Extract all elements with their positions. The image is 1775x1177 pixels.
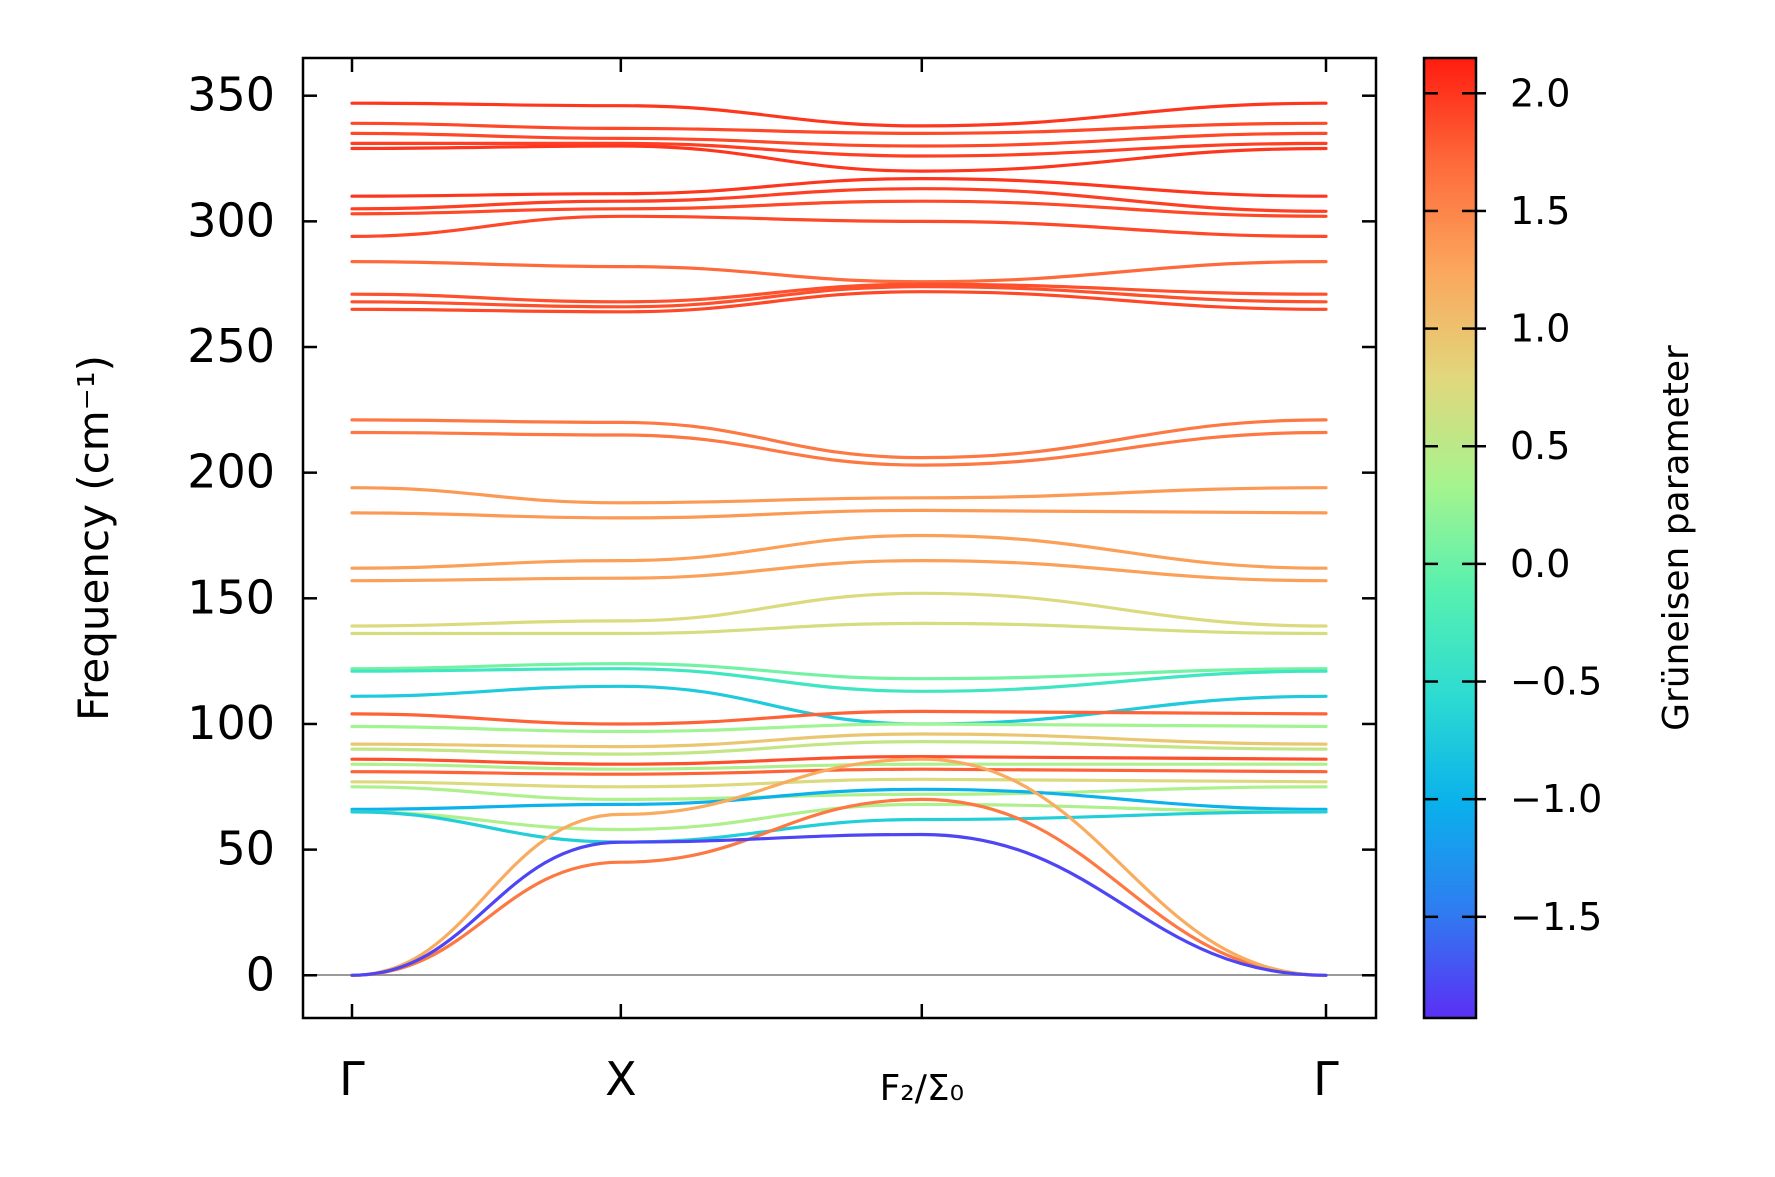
x-tick-label: X: [605, 1052, 637, 1106]
phonon-branch-12: [350, 285, 1328, 309]
y-tick-label: 100: [187, 696, 275, 750]
phonon-branch-38: [350, 757, 1328, 977]
colorbar-gradient: [1422, 56, 1478, 1020]
phonon-branch-31: [350, 767, 1328, 776]
phonon-branch-16: [350, 486, 1328, 505]
y-axis-label: Frequency (cm⁻¹): [69, 355, 118, 721]
phonon-branch-18: [350, 533, 1328, 570]
phonon-branch-3: [350, 131, 1328, 148]
phonon-branch-4: [350, 141, 1328, 158]
phonon-branch-36: [350, 810, 1328, 844]
x-axis: Γ X F₂/Σ₀ Γ: [339, 58, 1339, 1109]
y-tick-label: 0: [246, 947, 275, 1001]
colorbar-tick-label: 0.5: [1510, 424, 1570, 468]
y-tick-label: 50: [216, 822, 275, 876]
phonon-branch-8: [350, 199, 1328, 218]
colorbar-tick-label: 0.0: [1510, 542, 1570, 586]
phonon-branch-5: [350, 144, 1328, 173]
phonon-branch-23: [350, 667, 1328, 693]
phonon-bands: [350, 101, 1328, 977]
y-axis: 0 50 100 150 200 250 300 350: [187, 68, 1376, 1001]
colorbar: −1.5 −1.0 −0.5 0.0 0.5 1.0 1.5 2.0 Grüneisen pa…: [1422, 56, 1697, 1020]
colorbar-tick-label: 1.5: [1510, 189, 1570, 233]
phonon-branch-11: [350, 282, 1328, 304]
phonon-branch-19: [350, 558, 1328, 583]
colorbar-tick-label: −1.5: [1510, 895, 1602, 939]
phonon-branch-9: [350, 214, 1328, 238]
phonon-branch-32: [350, 777, 1328, 789]
phonon-branch-2: [350, 121, 1328, 136]
phonon-branch-7: [350, 187, 1328, 213]
phonon-branch-14: [350, 418, 1328, 460]
colorbar-tick-label: 2.0: [1510, 71, 1570, 115]
phonon-branch-10: [350, 260, 1328, 284]
y-tick-label: 300: [187, 193, 275, 247]
x-tick-label: Γ: [1313, 1052, 1339, 1106]
colorbar-tick-label: −1.0: [1510, 777, 1602, 821]
phonon-branch-28: [350, 739, 1328, 756]
colorbar-ticks: −1.5 −1.0 −0.5 0.0 0.5 1.0 1.5 2.0: [1424, 71, 1602, 939]
phonon-branch-25: [350, 709, 1328, 726]
colorbar-tick-label: −0.5: [1510, 660, 1602, 704]
phonon-branch-27: [350, 732, 1328, 749]
phonon-branch-39: [350, 832, 1328, 977]
x-tick-label: Γ: [339, 1052, 365, 1106]
phonon-branch-17: [350, 508, 1328, 520]
phonon-branch-1: [350, 101, 1328, 128]
y-tick-label: 150: [187, 570, 275, 624]
phonon-branch-37: [350, 797, 1328, 977]
phonon-branch-24: [350, 684, 1328, 726]
plot-frame: [301, 56, 1378, 1020]
phonon-branch-22: [350, 662, 1328, 681]
phonon-branch-20: [350, 591, 1328, 628]
phonon-branch-26: [350, 722, 1328, 734]
y-tick-label: 350: [187, 68, 275, 122]
y-tick-label: 200: [187, 445, 275, 499]
phonon-branch-35: [350, 802, 1328, 832]
phonon-branch-15: [350, 430, 1328, 467]
phonon-branch-34: [350, 787, 1328, 811]
plot-area: 0 50 100 150 200 250 300 350 Γ X F₂/Σ₀ Γ Frequency…: [69, 56, 1378, 1109]
x-tick-label: F₂/Σ₀: [880, 1068, 964, 1109]
phonon-branch-30: [350, 762, 1328, 771]
phonon-branch-6: [350, 176, 1328, 198]
phonon-branch-21: [350, 621, 1328, 636]
phonon-branch-29: [350, 754, 1328, 766]
colorbar-label: Grüneisen parameter: [1656, 345, 1697, 731]
phonon-branch-13: [350, 290, 1328, 314]
colorbar-tick-label: 1.0: [1510, 307, 1570, 351]
y-tick-label: 250: [187, 319, 275, 373]
